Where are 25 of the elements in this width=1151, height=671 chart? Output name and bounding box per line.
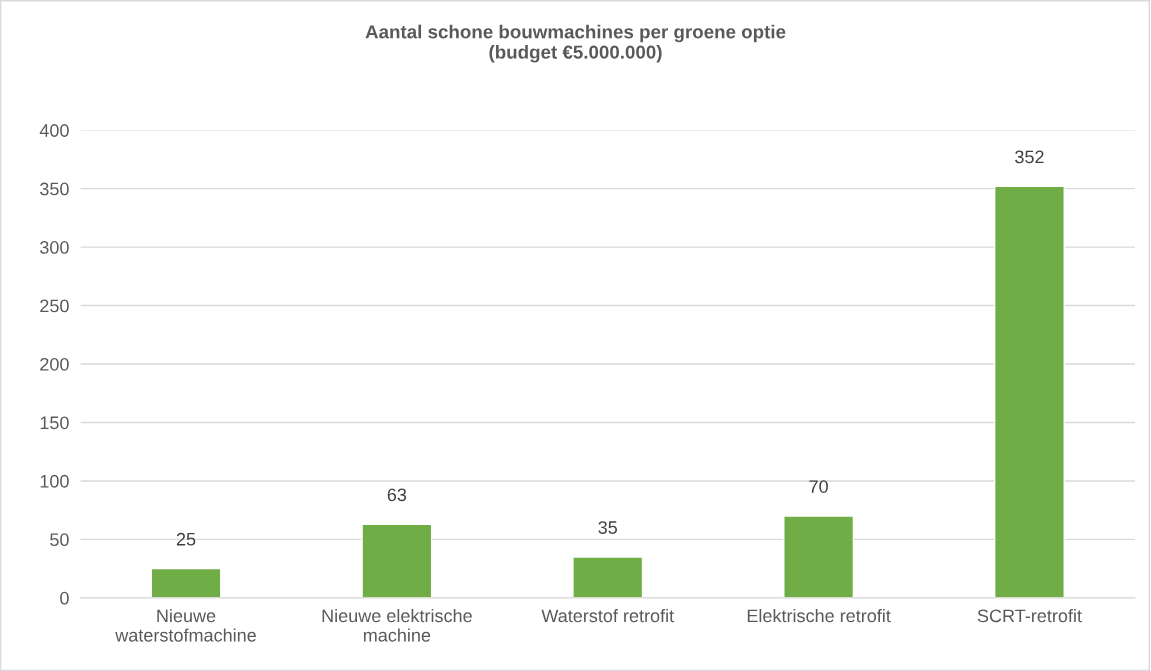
data-label: 25 [176, 532, 196, 546]
y-tick-label: 50 [50, 533, 69, 547]
y-tick-label: 0 [60, 591, 69, 605]
bar [783, 515, 855, 598]
y-tick-label: 150 [40, 416, 69, 430]
x-tick-label: Nieuwe elektrische machine [322, 608, 472, 642]
bar [572, 556, 644, 598]
y-tick-label: 400 [39, 124, 69, 137]
x-tick-label: Waterstof retrofit [541, 608, 674, 623]
x-tick-label: Elektrische retrofit [747, 608, 891, 623]
y-tick-label: 200 [40, 357, 69, 371]
chart-title: Aantal schone bouwmachines per groene optie (budget €5.000.000) [365, 24, 786, 63]
y-tick-label: 100 [40, 474, 69, 488]
bar [993, 185, 1065, 598]
data-label: 63 [387, 488, 407, 502]
bar [150, 567, 222, 598]
data-label: 352 [1015, 150, 1044, 164]
y-tick-label: 350 [40, 182, 69, 196]
x-tick-label: SCRT-retrofit [977, 608, 1082, 623]
bar [361, 523, 433, 598]
y-tick-label: 250 [40, 299, 69, 313]
data-label: 35 [598, 521, 618, 534]
data-label: 70 [809, 480, 828, 493]
x-tick-label: Nieuwe waterstofmachine [115, 608, 256, 642]
y-tick-label: 300 [40, 241, 69, 254]
